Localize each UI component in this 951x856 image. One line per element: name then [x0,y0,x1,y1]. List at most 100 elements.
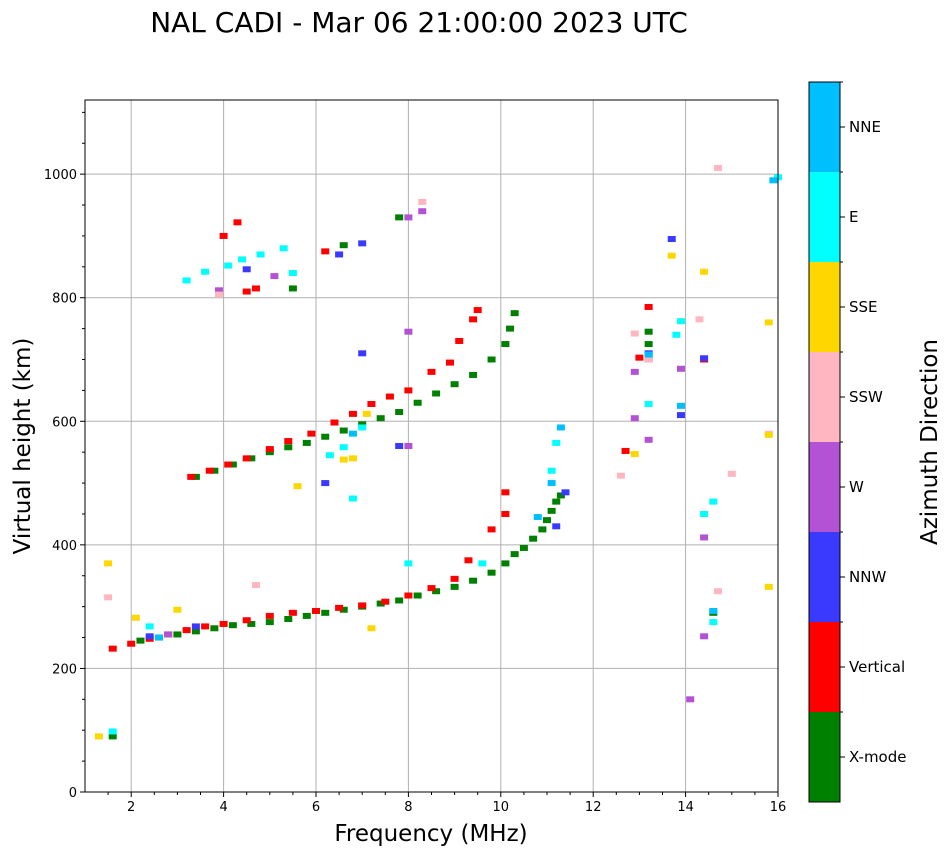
data-point-e [358,424,367,431]
data-point-w [676,365,685,372]
y-tick-label: 0 [69,786,77,801]
data-point-vertical [635,354,644,361]
data-point-sse [667,252,676,259]
data-point-vertical [127,640,136,647]
data-point-w [700,633,709,640]
colorbar-label-w: W [849,478,864,496]
data-point-vertical [501,510,510,517]
data-point-e [709,619,718,626]
data-point-x-mode [395,597,404,604]
colorbar-frame [808,81,841,803]
y-tick-label: 200 [52,662,77,677]
data-point-x-mode [450,381,459,388]
data-point-w [644,436,653,443]
y-tick-label: 400 [52,539,77,554]
data-point-x-mode [358,421,367,428]
colorbar-swatch-e [809,172,840,262]
data-point-vertical [265,612,274,619]
data-point-x-mode [302,612,311,619]
data-point-x-mode [501,560,510,567]
data-point-nnw [358,240,367,247]
colorbar-label-vertical: Vertical [849,658,905,676]
y-tick-label: 1000 [44,168,77,183]
data-point-e [404,560,413,567]
data-point-e [478,560,487,567]
data-point-vertical [219,620,228,627]
data-point-x-mode [644,328,653,335]
data-point-w [404,214,413,221]
data-point-x-mode [339,427,348,434]
data-point-x-mode [506,325,515,332]
data-point-vertical [108,645,117,652]
data-point-x-mode [529,535,538,542]
data-point-ssw [214,291,223,298]
data-point-nnw [145,633,154,640]
gridlines [85,100,779,793]
data-point-nnw [561,489,570,496]
data-point-sse [348,455,357,462]
data-point-e [201,268,210,275]
data-point-sse [173,606,182,613]
data-point-vertical [330,419,339,426]
data-point-sse [131,614,140,621]
data-point-nne [154,634,163,641]
data-point-sse [764,319,773,326]
data-point-nne [348,430,357,437]
data-point-vertical [427,368,436,375]
data-point-sse [700,268,709,275]
data-point-vertical [644,303,653,310]
data-point-x-mode [321,433,330,440]
x-tick-label: 4 [219,800,227,815]
data-point-vertical [450,575,459,582]
colorbar-label-x-mode: X-mode [849,748,906,766]
data-point-e [288,270,297,276]
data-point-vertical [385,393,394,400]
data-point-ssw [713,588,722,595]
data-point-vertical [219,232,228,239]
colorbar-swatch-x-mode [809,712,840,802]
data-point-e [238,256,247,263]
data-point-vertical [381,598,390,605]
colorbar-swatch-nne [809,82,840,172]
data-point-x-mode [376,415,385,422]
data-point-x-mode [501,341,510,348]
data-point-e [182,277,191,284]
data-point-x-mode [543,517,551,524]
x-tick-label: 6 [312,800,320,815]
data-point-vertical [187,473,196,480]
data-point-ssw [418,198,427,205]
data-point-vertical [348,410,357,417]
data-point-vertical [312,607,320,614]
x-tick-label: 8 [404,800,412,815]
data-point-e [552,439,561,446]
data-point-x-mode [191,473,200,480]
data-point-sse [94,733,103,740]
data-point-vertical [469,316,478,323]
y-axis-label: Virtual height (km) [10,338,36,555]
data-point-e [339,444,348,451]
data-point-x-mode [228,622,237,629]
data-point-sse [362,410,371,417]
colorbar-swatch-vertical [809,622,840,712]
colorbar-label-ssw: SSW [849,388,883,406]
data-point-nnw [358,350,367,357]
plot-background [85,100,778,792]
data-point-e [676,318,685,325]
x-tick-label: 12 [585,800,602,815]
data-point-e [224,262,233,269]
data-point-x-mode [210,467,219,474]
data-point-w [404,328,413,335]
data-point-w [630,415,639,422]
data-point-vertical [224,461,233,468]
data-point-e [700,510,709,517]
data-point-nne [676,402,685,409]
x-tick-label: 10 [493,800,510,815]
colorbar: X-mode Vertical NNW W SSW SSE E NNE [808,81,906,803]
data-point-e [108,728,117,735]
data-point-e [325,452,334,459]
data-point-vertical [487,526,496,533]
data-point-nne [709,607,718,614]
data-point-vertical [358,602,367,609]
data-point-vertical [201,623,210,630]
